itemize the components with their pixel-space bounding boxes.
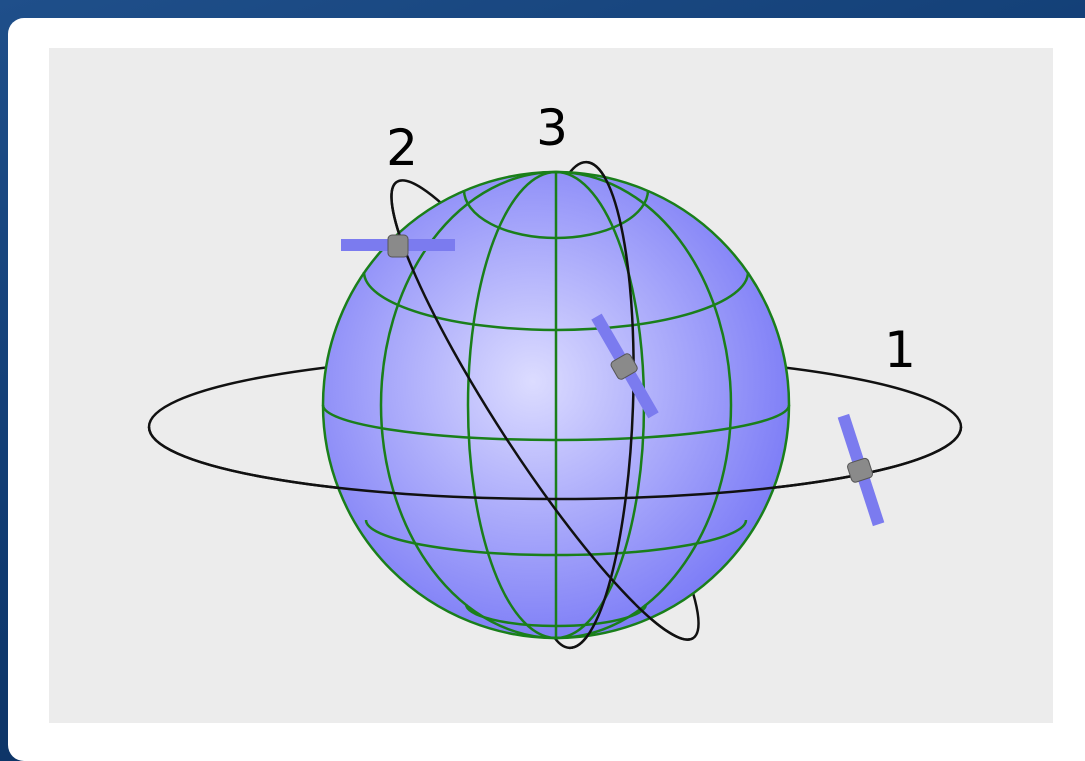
diagram: 1 2 3: [0, 0, 1085, 761]
orbit-label: 1: [884, 321, 916, 379]
orbit-label: 3: [536, 99, 568, 157]
orbit-label: 2: [386, 119, 418, 177]
page: {"orbits": [{"label": "1"}, {"label": "2…: [0, 0, 1085, 761]
